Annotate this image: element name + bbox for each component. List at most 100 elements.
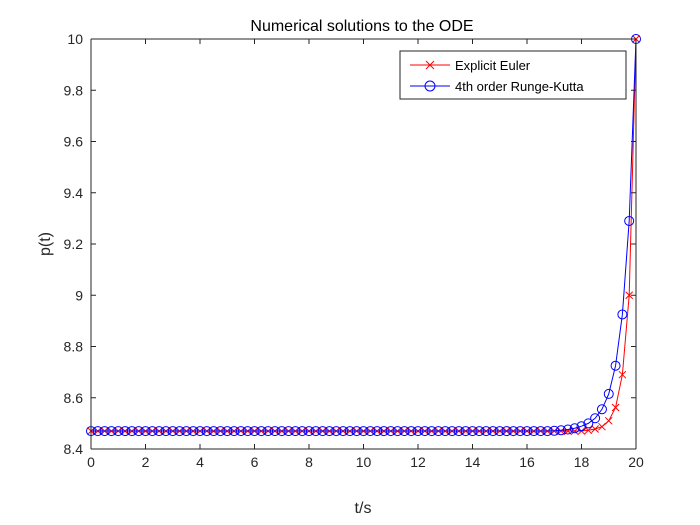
- data-point: [208, 426, 219, 437]
- legend-label-explicit-euler: Explicit Euler: [455, 58, 531, 73]
- data-point: [174, 426, 185, 437]
- data-point: [160, 426, 171, 437]
- data-point: [474, 426, 485, 437]
- data-point: [338, 426, 349, 437]
- data-point: [222, 426, 233, 437]
- data-point: [317, 426, 328, 437]
- data-point: [467, 426, 478, 437]
- data-point: [494, 426, 505, 437]
- data-point: [283, 426, 294, 437]
- data-point: [596, 404, 607, 415]
- data-point: [590, 413, 601, 424]
- data-point: [215, 426, 226, 437]
- data-point: [276, 426, 287, 437]
- y-tick-label: 9: [75, 287, 83, 303]
- x-tick-label: 4: [196, 454, 204, 470]
- y-tick-label: 9.8: [64, 82, 84, 98]
- legend-box: [399, 50, 627, 100]
- data-point: [263, 426, 274, 437]
- data-point: [522, 426, 532, 437]
- y-tick-label: 8.8: [64, 339, 84, 355]
- data-point: [297, 426, 308, 437]
- data-point: [351, 426, 362, 437]
- data-point: [372, 426, 383, 437]
- y-tick-label: 9.4: [64, 185, 84, 201]
- data-point: [167, 426, 178, 437]
- data-point: [453, 426, 464, 437]
- x-tick-label: 6: [251, 454, 259, 470]
- x-tick-label: 16: [519, 454, 535, 470]
- ticks-layer: 0 2 4 6 8 10 12 14 16 18 20 8.4 8.6 8.8 9 9.2 9.4 9.6 9.8 1…: [64, 31, 644, 470]
- plot-area: [91, 39, 636, 449]
- series-layer: [86, 34, 641, 437]
- data-point: [195, 426, 205, 437]
- y-axis-title: p(t): [37, 232, 54, 256]
- y-tick-label: 9.2: [64, 236, 84, 252]
- data-point: [617, 309, 628, 320]
- data-point: [331, 426, 342, 437]
- x-axis-title: t/s: [355, 500, 372, 517]
- data-point: [133, 426, 144, 437]
- x-tick-label: 12: [410, 454, 426, 470]
- data-point: [569, 423, 580, 434]
- data-point: [304, 426, 314, 437]
- data-point: [624, 215, 635, 226]
- data-point: [562, 424, 573, 435]
- data-point: [419, 426, 430, 437]
- data-point: [365, 426, 376, 437]
- data-point: [290, 426, 301, 437]
- data-point: [99, 426, 110, 437]
- data-point: [154, 426, 165, 437]
- x-tick-label: 0: [87, 454, 95, 470]
- data-point: [549, 425, 560, 436]
- data-point: [399, 426, 410, 437]
- data-point: [508, 426, 519, 437]
- data-point: [378, 426, 389, 437]
- data-point: [188, 426, 199, 437]
- data-point: [426, 426, 437, 437]
- data-point: [413, 426, 423, 437]
- data-point: [556, 425, 567, 436]
- data-point: [324, 426, 335, 437]
- data-point: [229, 426, 240, 437]
- y-tick-label: 8.4: [64, 441, 84, 457]
- data-point: [181, 426, 192, 437]
- data-point: [249, 426, 260, 437]
- legend-label-runge-kutta: 4th order Runge-Kutta: [455, 79, 584, 94]
- data-point: [625, 291, 634, 300]
- data-point: [106, 426, 117, 437]
- data-point: [604, 416, 613, 425]
- x-tick-label: 10: [356, 454, 372, 470]
- data-point: [113, 426, 124, 437]
- data-point: [256, 426, 267, 437]
- data-point: [603, 388, 614, 399]
- legend: Explicit Euler 4th order Runge-Kutta: [399, 50, 627, 100]
- data-point: [618, 370, 627, 379]
- data-point: [528, 426, 539, 437]
- data-point: [542, 426, 553, 437]
- data-point: [385, 426, 396, 437]
- y-tick-label: 8.6: [64, 390, 84, 406]
- data-point: [576, 421, 587, 432]
- data-point: [201, 426, 212, 437]
- data-point: [140, 426, 151, 437]
- data-point: [269, 426, 280, 437]
- data-point: [440, 426, 451, 437]
- data-point: [501, 426, 512, 437]
- chart-title: Numerical solutions to the ODE: [250, 18, 473, 35]
- data-point: [344, 426, 355, 437]
- y-tick-label: 9.6: [64, 134, 84, 150]
- data-point: [310, 426, 321, 437]
- x-tick-label: 18: [574, 454, 590, 470]
- data-point: [447, 426, 458, 437]
- y-tick-label: 10: [67, 31, 83, 47]
- x-tick-label: 8: [305, 454, 313, 470]
- x-tick-label: 14: [465, 454, 481, 470]
- data-point: [147, 426, 158, 437]
- data-point: [358, 426, 369, 437]
- data-point: [126, 426, 137, 437]
- data-point: [610, 360, 621, 371]
- data-point: [92, 426, 103, 437]
